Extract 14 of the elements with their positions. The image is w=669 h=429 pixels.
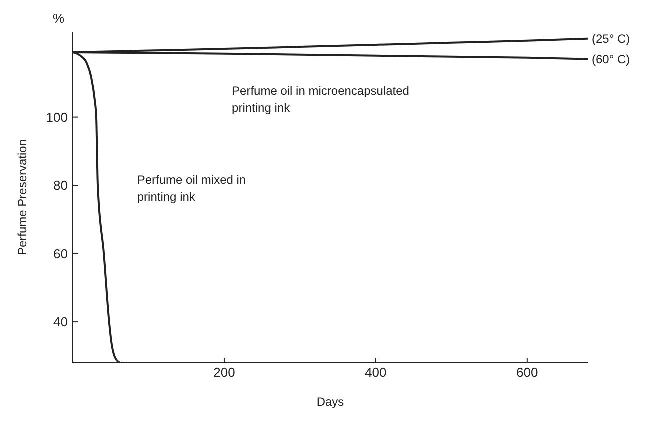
- annotation: Perfume oil mixed in printing ink: [137, 172, 248, 206]
- y-tick-label: 40: [54, 314, 68, 330]
- series-label: (60° C): [592, 52, 630, 66]
- series-label: (25° C): [592, 32, 630, 46]
- y-axis-title: Perfume Preservation: [15, 139, 30, 256]
- y-tick-label: 80: [54, 178, 68, 194]
- x-tick-label: 200: [214, 365, 236, 380]
- x-tick-label: 600: [516, 365, 538, 380]
- x-axis-title: Days: [316, 395, 344, 409]
- annotation: Perfume oil in microencapsulated printing ink: [232, 83, 410, 118]
- text: %: [53, 10, 66, 27]
- x-tick-label: 400: [365, 365, 387, 380]
- y-tick-label: 60: [54, 246, 68, 262]
- y-tick-label: 100: [46, 110, 68, 125]
